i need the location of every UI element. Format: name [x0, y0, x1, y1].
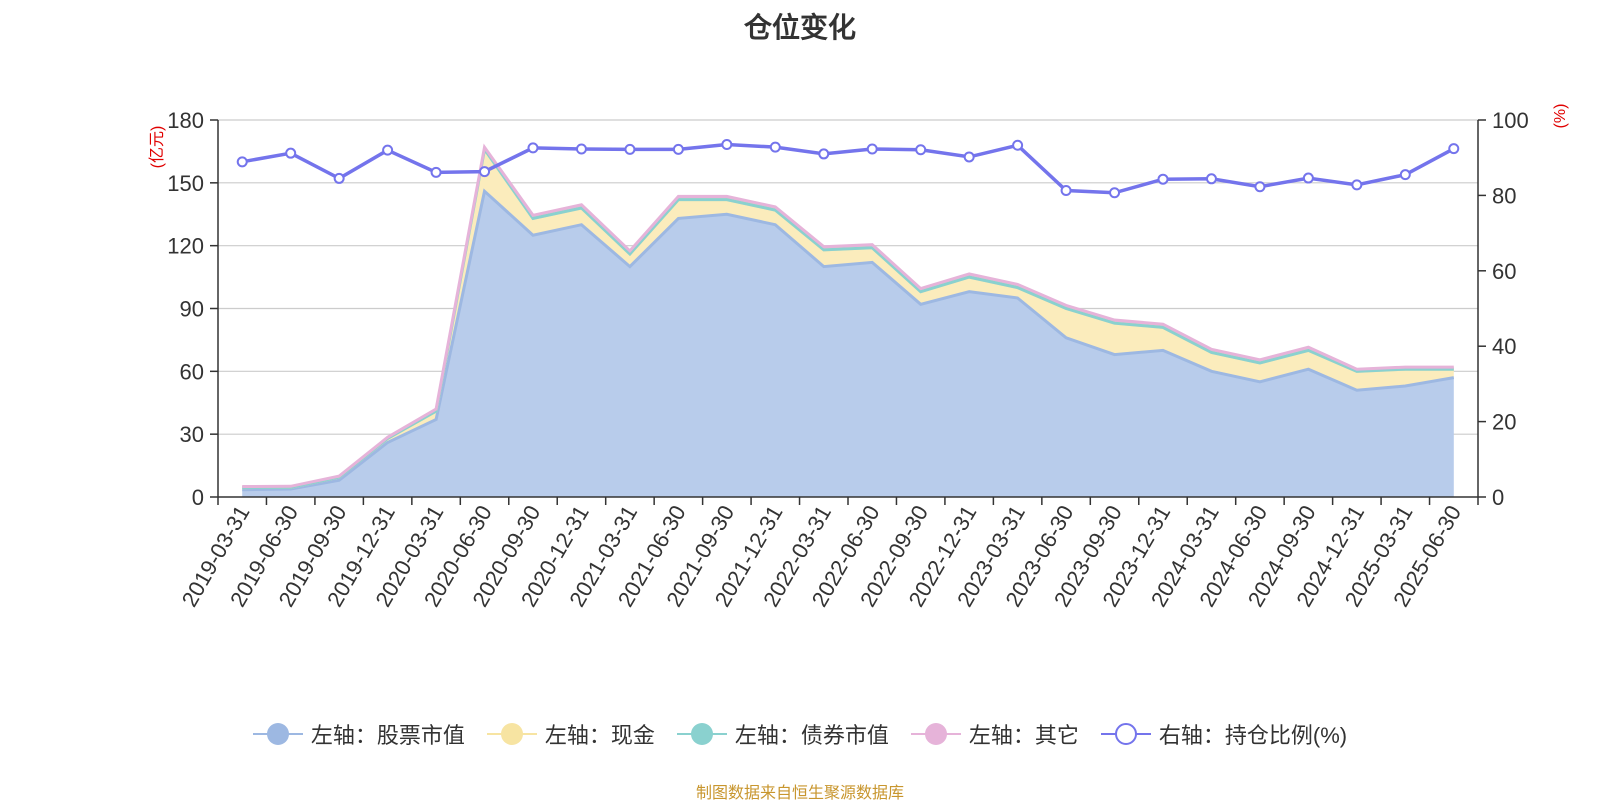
chart-title: 仓位变化: [743, 12, 856, 43]
line-layer: [241, 142, 1455, 492]
legend-swatch-icon: [676, 721, 727, 747]
holding-ratio-point: [1448, 143, 1460, 155]
holding-ratio-point: [1060, 184, 1072, 196]
holding-ratio-point: [818, 148, 830, 160]
left-axis-tick-label: 60: [180, 359, 204, 384]
legend-swatch-icon: [910, 721, 961, 747]
series-line-holding-ratio: [241, 142, 1455, 195]
series-line-左轴：股票市值: [242, 188, 1455, 492]
holding-ratio-point: [866, 143, 878, 155]
holding-ratio-point: [382, 144, 394, 156]
legend-label: 左轴：其它: [968, 723, 1079, 748]
holding-ratio-point: [575, 143, 587, 155]
legend-item[interactable]: 左轴：债券市值: [676, 718, 889, 750]
holding-ratio-point: [1399, 169, 1411, 181]
left-axis-tick-label: 120: [167, 234, 204, 259]
holding-ratio-point: [672, 143, 684, 155]
holding-ratio-point: [915, 144, 927, 156]
legend-item[interactable]: 左轴：其它: [910, 718, 1079, 750]
left-axis-tick-label: 90: [180, 297, 204, 322]
legend-item[interactable]: 左轴：股票市值: [252, 718, 465, 750]
holding-ratio-point: [1109, 187, 1121, 199]
left-axis-tick-label: 0: [192, 485, 204, 510]
marker-layer: [236, 139, 1460, 199]
right-axis-tick-label: 0: [1492, 485, 1504, 510]
holding-ratio-point: [1254, 181, 1266, 193]
holding-ratio-point: [1205, 173, 1217, 185]
left-axis-tick-label: 150: [167, 171, 204, 196]
holding-ratio-point: [236, 156, 248, 168]
holding-ratio-point: [1302, 172, 1314, 184]
legend-label: 左轴：股票市值: [310, 723, 465, 748]
holding-ratio-point: [624, 143, 636, 155]
legend-swatch-icon: [1100, 721, 1151, 747]
holding-ratio-point: [721, 139, 733, 151]
legend: 左轴：股票市值 左轴：现金 左轴：债券市值 左轴：其它 右轴：持仓比例(%): [0, 718, 1600, 750]
right-axis-tick-label: 40: [1492, 334, 1516, 359]
legend-label: 左轴：债券市值: [734, 723, 889, 748]
area-layer: [242, 147, 1454, 497]
area-左轴：股票市值: [242, 191, 1454, 497]
right-axis-tick-label: 60: [1492, 259, 1516, 284]
legend-swatch-icon: [486, 721, 537, 747]
left-axis-tick-label: 180: [167, 108, 204, 133]
right-axis-tick-label: 20: [1492, 410, 1516, 435]
right-axis-tick-label: 100: [1492, 108, 1529, 133]
holding-ratio-point: [769, 141, 781, 153]
legend-swatch-icon: [252, 721, 303, 747]
legend-item[interactable]: 左轴：现金: [486, 718, 655, 750]
left-axis-tick-label: 30: [180, 422, 204, 447]
holding-ratio-point: [1012, 139, 1024, 151]
legend-item[interactable]: 右轴：持仓比例(%): [1100, 718, 1348, 750]
holding-ratio-point: [430, 166, 442, 178]
left-axis-unit: (亿元): [148, 126, 166, 169]
right-axis-tick-label: 80: [1492, 183, 1516, 208]
holding-ratio-point: [1351, 179, 1363, 191]
source-note: 制图数据来自恒生聚源数据库: [695, 785, 904, 802]
legend-label: 左轴：现金: [544, 723, 655, 748]
holding-ratio-point: [333, 172, 345, 184]
right-axis-unit: (%): [1552, 104, 1569, 129]
legend-label: 右轴：持仓比例(%): [1158, 723, 1348, 748]
series-line-左轴：其它: [242, 143, 1454, 488]
holding-ratio-point: [963, 151, 975, 163]
holding-ratio-point: [527, 142, 539, 154]
holding-ratio-point: [1157, 173, 1169, 185]
holding-ratio-point: [479, 166, 491, 178]
holding-ratio-point: [285, 147, 297, 159]
